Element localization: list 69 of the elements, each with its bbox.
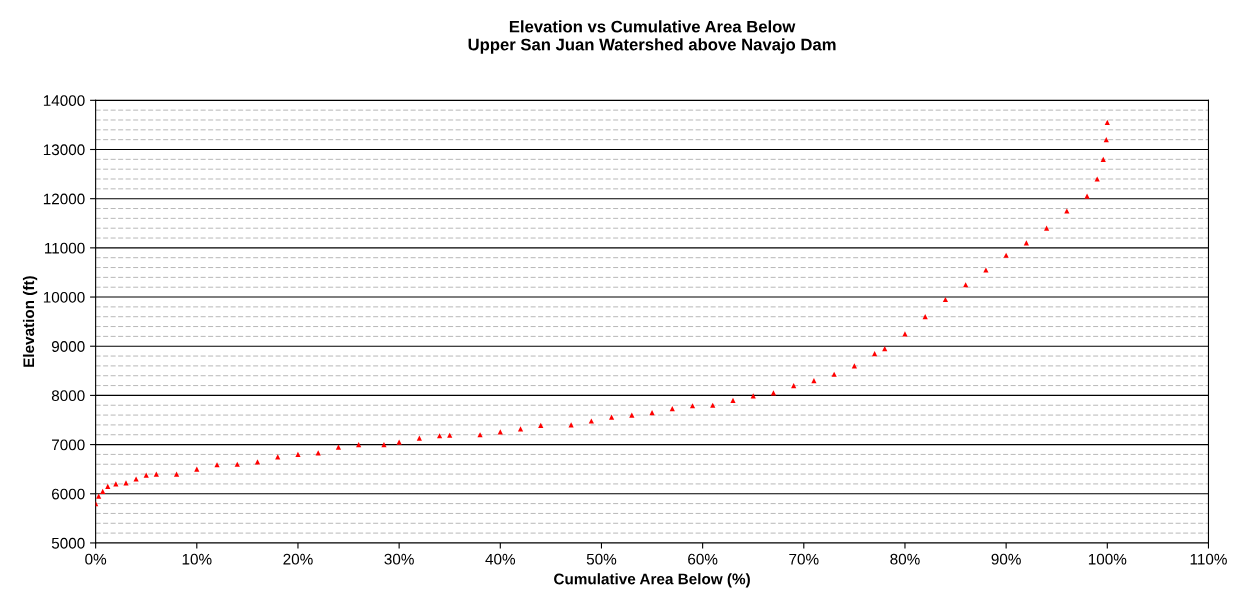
y-tick-label: 9000 <box>51 341 85 352</box>
point <box>173 471 180 477</box>
point <box>588 418 594 424</box>
point <box>113 481 119 487</box>
point <box>143 472 149 478</box>
point <box>568 422 574 428</box>
point <box>123 480 129 486</box>
point <box>335 444 342 450</box>
x-tick-label: 80% <box>890 553 920 565</box>
point <box>689 403 696 409</box>
y-axis-title: Elevation (ft) <box>22 276 38 367</box>
point <box>416 435 422 441</box>
point <box>983 267 989 273</box>
x-tick-label: 110% <box>1190 553 1227 565</box>
point <box>710 402 716 408</box>
y-tick-label: 7000 <box>52 439 85 451</box>
x-tick-label: 70% <box>789 553 819 565</box>
y-tick-label: 5000 <box>51 537 85 549</box>
x-tick-label: 90% <box>991 553 1021 565</box>
x-tick-label: 100% <box>1088 553 1127 565</box>
point <box>194 466 200 472</box>
point <box>902 331 908 337</box>
point <box>770 390 777 396</box>
point <box>437 433 443 439</box>
point <box>538 422 544 428</box>
point <box>254 459 261 465</box>
point <box>1104 119 1110 126</box>
point <box>1023 240 1029 246</box>
y-tick-label: 14000 <box>43 95 85 107</box>
point <box>791 382 797 389</box>
point <box>1103 137 1109 143</box>
point <box>1003 252 1009 258</box>
x-tick-label: 50% <box>586 553 617 565</box>
point <box>105 483 111 489</box>
chart-title: Elevation vs Cumulative Area Below Upper San Juan Watershed above Navajo Dam <box>468 20 836 54</box>
point <box>1100 156 1106 162</box>
x-axis-title: Cumulative Area Below (%) <box>554 573 750 588</box>
point <box>96 493 102 499</box>
x-tick-label: 40% <box>485 553 516 565</box>
y-tick-label: 6000 <box>52 488 85 500</box>
point <box>100 488 106 494</box>
x-tick-label: 20% <box>283 553 313 565</box>
y-tick-label: 10000 <box>43 291 85 303</box>
y-tick-label: 13000 <box>43 144 85 156</box>
x-tick-label: 60% <box>688 553 718 565</box>
x-tick-label: 10% <box>182 553 212 565</box>
point <box>356 441 362 448</box>
y-tick-label: 11000 <box>45 242 85 254</box>
point <box>1084 193 1090 199</box>
point <box>942 296 949 303</box>
y-tick-label: 8000 <box>51 390 85 402</box>
y-tick-label: 12000 <box>43 193 85 205</box>
point <box>234 461 240 467</box>
point <box>1094 176 1100 182</box>
point <box>315 450 321 456</box>
point <box>872 351 878 357</box>
point <box>608 414 615 420</box>
point <box>1044 225 1050 231</box>
point <box>447 432 453 438</box>
point <box>396 439 402 445</box>
point <box>133 476 139 482</box>
x-tick-label: 0% <box>85 553 107 565</box>
point <box>831 371 837 377</box>
x-tick-label: 30% <box>384 553 414 565</box>
point <box>963 282 969 288</box>
point <box>629 412 635 418</box>
point <box>517 426 524 432</box>
point <box>153 471 159 477</box>
point <box>1064 208 1070 214</box>
